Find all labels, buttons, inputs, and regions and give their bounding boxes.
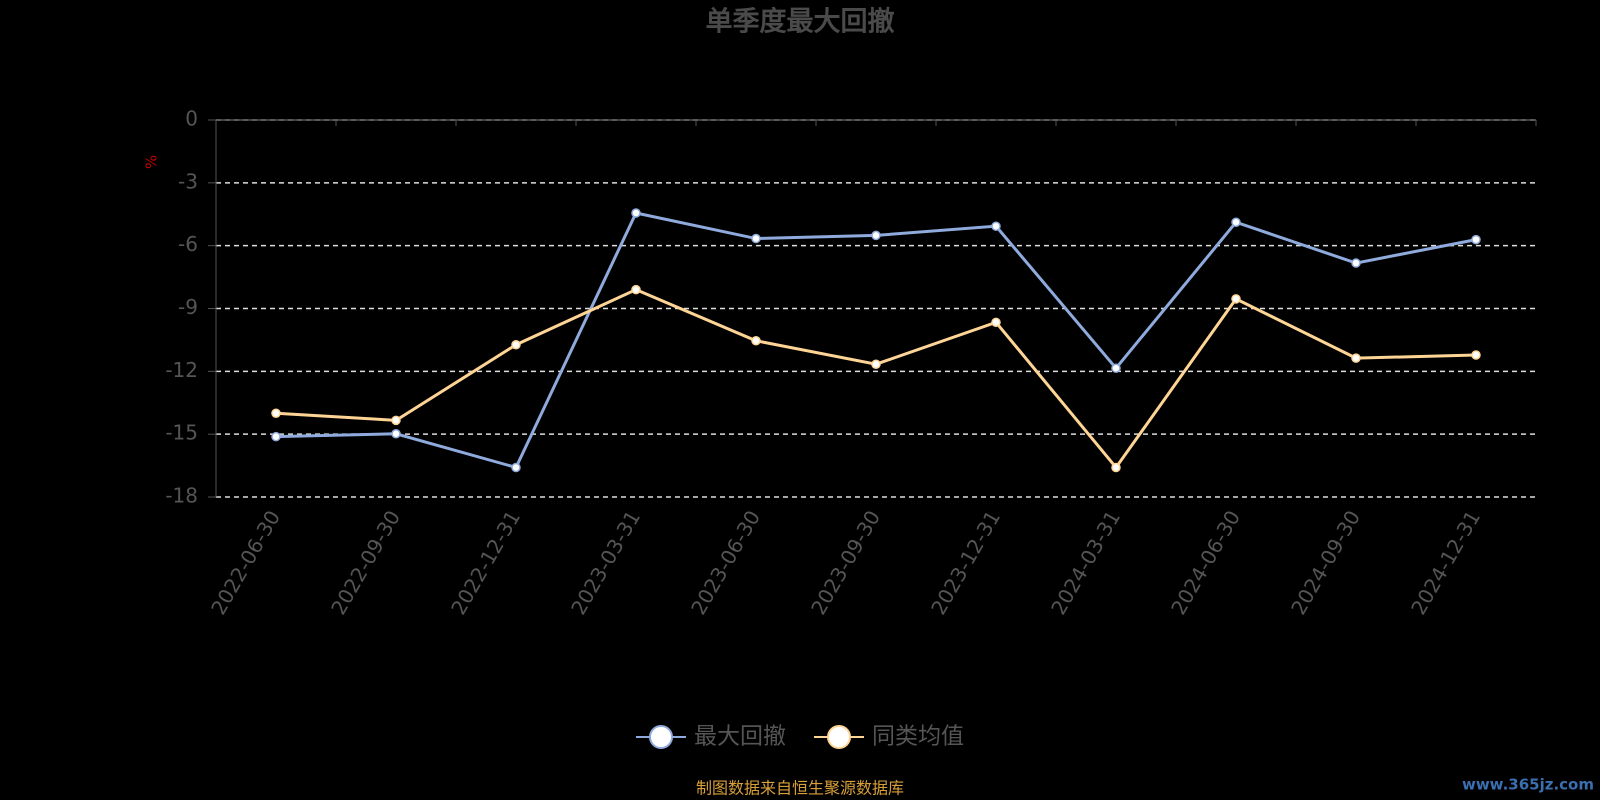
x-tick-label: 2024-03-31 (1046, 506, 1125, 619)
data-point (1351, 258, 1361, 268)
x-tick-label: 2024-12-31 (1406, 506, 1485, 619)
data-point (991, 317, 1001, 328)
data-point (1231, 294, 1241, 304)
y-tick-label: -9 (178, 295, 198, 319)
data-point (631, 208, 641, 218)
x-tick-label: 2024-06-30 (1166, 506, 1245, 619)
data-point (271, 431, 281, 442)
data-point (1471, 350, 1481, 360)
y-tick-label: -3 (178, 169, 198, 193)
x-tick-label: 2023-12-31 (926, 506, 1005, 619)
data-point (871, 359, 881, 369)
data-point (271, 408, 281, 418)
data-point (751, 233, 761, 244)
legend-marker (649, 725, 673, 749)
data-point (391, 428, 401, 439)
x-tick-label: 2023-06-30 (686, 506, 765, 619)
watermark: www.365jz.com (1462, 776, 1594, 794)
data-point (631, 284, 641, 295)
data-point (1351, 353, 1361, 363)
x-tick-label: 2023-03-31 (566, 506, 645, 619)
data-point (1111, 462, 1121, 473)
y-tick-label: -6 (178, 232, 198, 256)
data-point (511, 462, 521, 473)
legend-marker (827, 725, 851, 749)
chart-title: 单季度最大回撤 (706, 6, 895, 38)
data-point (391, 415, 401, 426)
y-tick-label: -15 (165, 421, 198, 445)
legend-label: 同类均值 (872, 724, 964, 750)
data-point (1111, 363, 1121, 373)
x-tick-label: 2022-09-30 (326, 506, 405, 619)
x-tick-label: 2024-09-30 (1286, 506, 1365, 619)
legend-label: 最大回撤 (694, 724, 786, 750)
series-line (275, 288, 1477, 470)
series-line (275, 211, 1477, 470)
y-axis-label: % (143, 155, 161, 169)
data-point (751, 336, 761, 346)
data-point (991, 221, 1001, 231)
y-tick-label: -12 (165, 358, 198, 382)
data-point (871, 230, 881, 241)
y-tick-label: -18 (165, 484, 198, 508)
data-point (1231, 217, 1241, 227)
y-tick-label: 0 (185, 107, 198, 131)
data-point (1471, 234, 1481, 245)
x-tick-label: 2022-06-30 (206, 506, 285, 619)
source-note: 制图数据来自恒生聚源数据库 (696, 779, 904, 798)
data-point (511, 339, 521, 350)
x-tick-label: 2023-09-30 (806, 506, 885, 619)
x-tick-label: 2022-12-31 (446, 506, 525, 619)
